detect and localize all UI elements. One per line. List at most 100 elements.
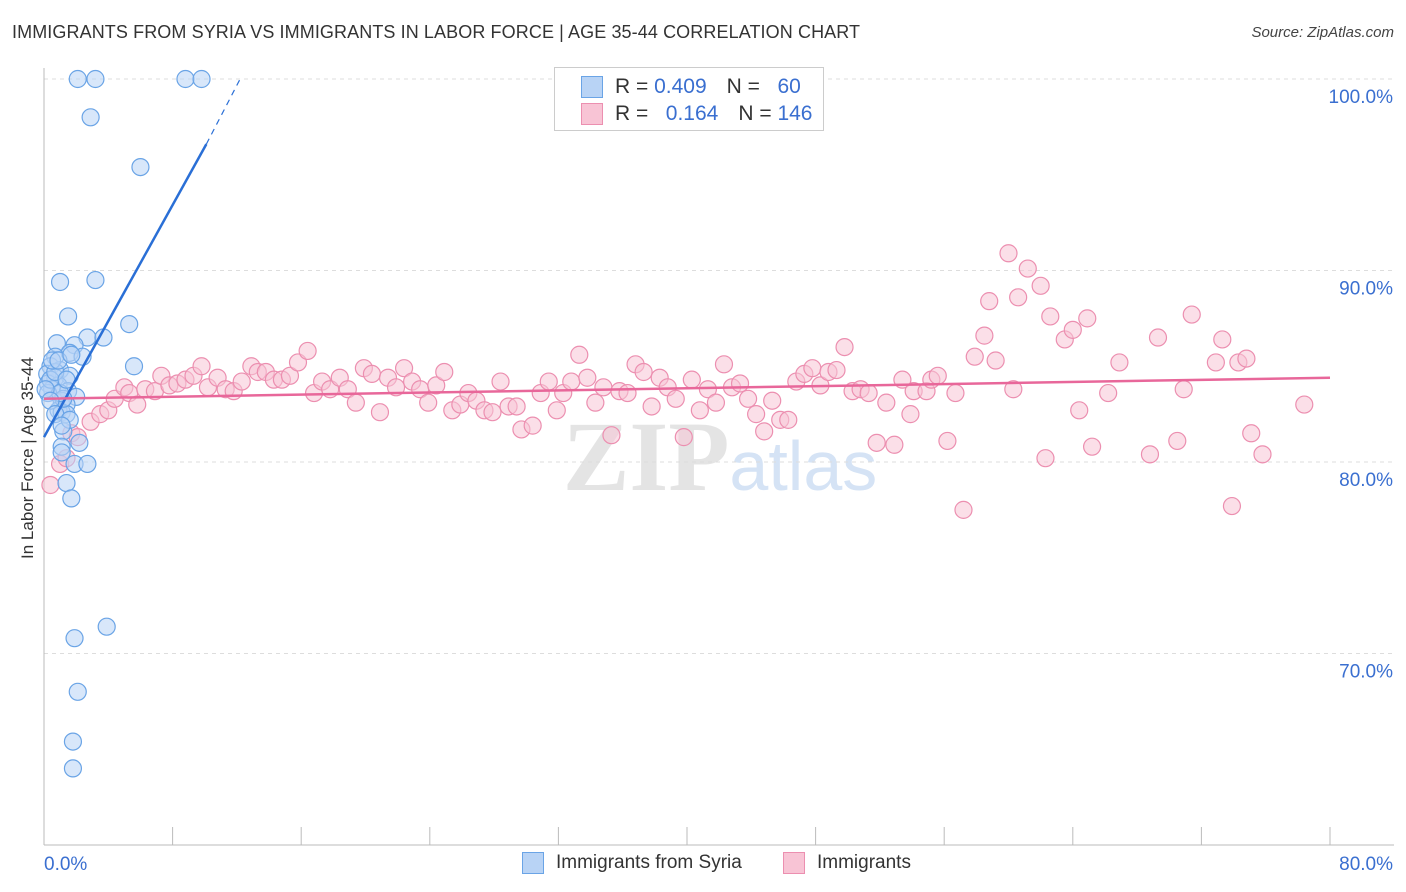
immigrants-point xyxy=(885,435,904,454)
bottom-legend-syria: Immigrants from Syria xyxy=(522,852,742,874)
immigrants-point xyxy=(491,372,510,391)
legend-swatch-blue xyxy=(581,76,603,98)
immigrants-point xyxy=(539,372,558,391)
immigrants-point xyxy=(666,389,685,408)
n-value: 60 xyxy=(777,75,801,98)
immigrants-point xyxy=(394,359,414,378)
syria-point xyxy=(81,108,100,127)
syria-point xyxy=(52,443,71,462)
immigrants-point xyxy=(999,244,1018,263)
immigrants-point xyxy=(1148,328,1168,347)
immigrants-point xyxy=(1031,276,1050,295)
immigrants-point xyxy=(523,416,542,435)
immigrants-point xyxy=(938,431,957,451)
bottom-legend-immigrants: Immigrants xyxy=(783,852,911,874)
immigrants-point xyxy=(594,378,613,397)
immigrants-point xyxy=(602,426,621,445)
chart-title: IMMIGRANTS FROM SYRIA VS IMMIGRANTS IN L… xyxy=(12,22,861,42)
immigrants-point xyxy=(877,393,896,412)
immigrants-point xyxy=(1237,349,1256,368)
immigrants-point xyxy=(547,401,566,420)
syria-point xyxy=(70,433,89,452)
n-label: N = xyxy=(738,102,772,125)
immigrants-point xyxy=(779,410,798,429)
immigrants-point xyxy=(946,383,965,403)
immigrants-point xyxy=(1253,445,1272,464)
legend-box: R = 0.409 N = 60 R = 0.164 N = 146 xyxy=(554,67,824,131)
n-value: 146 xyxy=(777,102,813,125)
syria-point xyxy=(62,345,81,364)
immigrants-point xyxy=(1110,353,1129,372)
immigrants-point xyxy=(1206,353,1225,372)
immigrants-point xyxy=(1036,449,1055,468)
syria-point xyxy=(68,682,87,701)
immigrants-point xyxy=(747,405,766,424)
immigrants-point xyxy=(901,405,920,424)
immigrants-point xyxy=(1004,380,1023,399)
immigrants-point xyxy=(730,374,750,393)
immigrants-point xyxy=(867,433,886,452)
legend-label: Immigrants from Syria xyxy=(556,852,742,873)
immigrants-point xyxy=(827,360,846,380)
immigrants-point xyxy=(578,368,597,387)
syria-point xyxy=(86,270,105,290)
immigrants-point xyxy=(803,359,822,378)
immigrants-point xyxy=(859,383,878,403)
y-tick-label: 80.0% xyxy=(1339,470,1393,491)
immigrants-point xyxy=(1213,330,1232,349)
watermark: ZIPatlas xyxy=(563,401,878,512)
syria-point xyxy=(176,69,195,89)
syria-point xyxy=(50,272,70,292)
immigrants-point xyxy=(618,383,637,403)
immigrants-point xyxy=(1242,424,1261,443)
y-tick-label: 70.0% xyxy=(1339,662,1393,683)
immigrants-point xyxy=(642,397,661,416)
immigrants-point xyxy=(1078,309,1097,328)
immigrants-point xyxy=(634,362,653,382)
immigrants-point xyxy=(980,292,999,311)
immigrants-point xyxy=(1182,305,1201,324)
x-tick-label: 0.0% xyxy=(44,854,87,875)
legend-row-immigrants: R = 0.164 N = 146 xyxy=(581,101,813,127)
syria-point xyxy=(59,307,78,326)
immigrants-point xyxy=(1018,259,1037,278)
immigrants-point xyxy=(1168,431,1187,451)
immigrants-trend-line xyxy=(43,376,1331,401)
immigrants-point xyxy=(386,378,406,397)
immigrants-point xyxy=(280,366,300,385)
y-tick-label: 90.0% xyxy=(1339,279,1393,300)
r-value: 0.164 xyxy=(665,102,719,125)
immigrants-point xyxy=(835,338,854,357)
syria-point xyxy=(65,629,84,648)
immigrants-point xyxy=(1099,383,1118,403)
legend-swatch-blue xyxy=(522,852,544,874)
immigrants-point xyxy=(483,403,502,422)
n-label: N = xyxy=(726,75,760,98)
source-label: Source: ZipAtlas.com xyxy=(1251,24,1394,41)
immigrants-point xyxy=(1174,380,1193,399)
r-value: 0.409 xyxy=(654,75,707,98)
syria-point xyxy=(62,489,81,508)
legend-swatch-pink xyxy=(581,103,603,125)
immigrants-point xyxy=(975,326,994,345)
immigrants-point xyxy=(192,357,211,376)
immigrants-point xyxy=(370,403,390,422)
immigrants-point xyxy=(232,372,251,391)
immigrants-point xyxy=(954,500,973,519)
syria-point xyxy=(97,617,116,636)
syria-point xyxy=(86,69,105,89)
syria-point xyxy=(124,357,144,376)
immigrants-point xyxy=(714,355,734,374)
immigrants-point xyxy=(674,428,693,447)
legend-row-syria: R = 0.409 N = 60 xyxy=(581,74,801,100)
immigrants-point xyxy=(1009,288,1028,307)
syria-point xyxy=(78,454,97,474)
x-tick-label: 80.0% xyxy=(1339,854,1393,875)
immigrants-point xyxy=(755,422,774,441)
immigrants-point xyxy=(690,401,709,420)
immigrants-point xyxy=(706,393,726,412)
immigrants-point xyxy=(586,393,605,412)
immigrants-point xyxy=(298,341,317,361)
immigrants-point xyxy=(1140,445,1160,464)
